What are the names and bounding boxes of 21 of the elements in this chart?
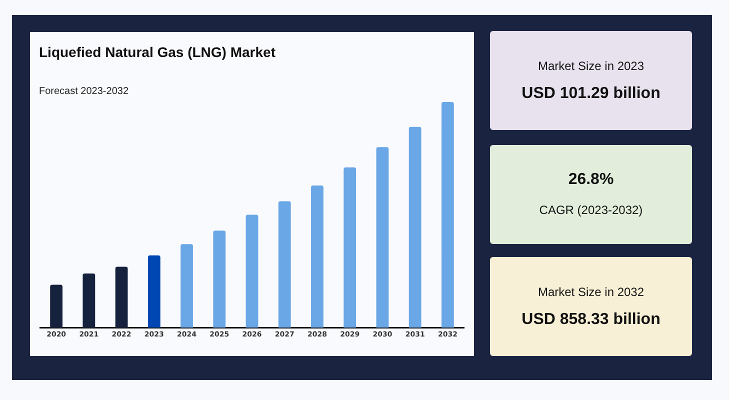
bar [246, 214, 258, 328]
chart-title: Liquefied Natural Gas (LNG) Market [39, 44, 276, 60]
bar [148, 255, 160, 328]
text: Market Size in 2032 [538, 284, 644, 298]
bar [180, 244, 193, 328]
bar [344, 167, 356, 328]
bar [441, 102, 454, 328]
bar [376, 147, 389, 328]
text: USD 101.29 billion [522, 84, 660, 102]
bar [213, 230, 226, 328]
text: 26.8% [568, 170, 614, 188]
text: USD 858.33 billion [522, 310, 660, 328]
bar [311, 185, 324, 328]
bar [408, 126, 422, 328]
text: CAGR (2023-2032) [539, 202, 643, 216]
chart-subtitle: Forecast 2023-2032 [39, 86, 129, 97]
bar [82, 273, 96, 328]
bar [50, 284, 63, 328]
bar [278, 201, 291, 328]
text: Market Size in 2023 [538, 58, 644, 72]
bar [115, 266, 128, 328]
